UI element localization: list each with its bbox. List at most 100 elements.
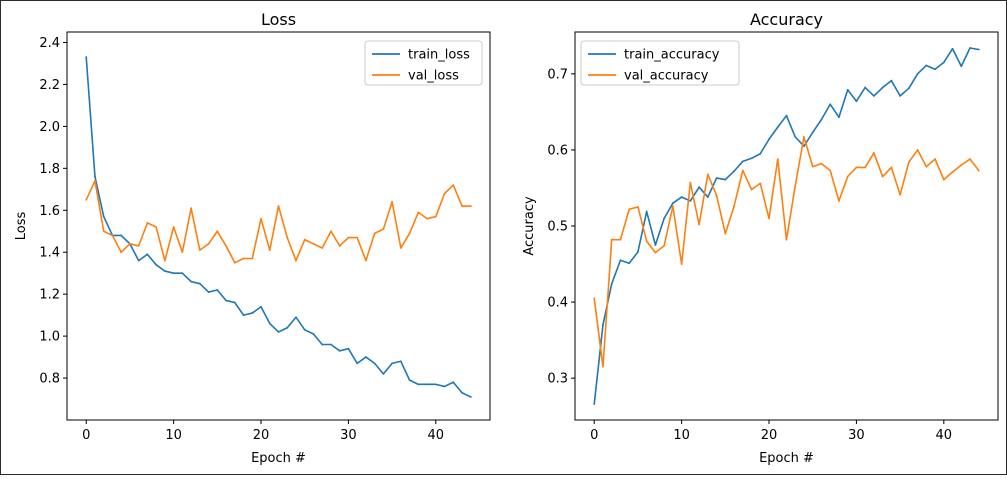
- accuracy-data-point-train_accuracy: [610, 282, 613, 285]
- loss-data-point-val_loss: [181, 251, 184, 254]
- accuracy-data-point-train_accuracy: [741, 160, 744, 163]
- accuracy-data-point-train_accuracy: [785, 114, 788, 117]
- accuracy-data-point-train_accuracy: [811, 131, 814, 134]
- loss-data-point-train_loss: [146, 253, 149, 256]
- accuracy-data-point-val_accuracy: [610, 238, 613, 241]
- loss-data-point-val_loss: [251, 257, 254, 260]
- loss-data-point-train_loss: [338, 349, 341, 352]
- accuracy-data-point-train_accuracy: [934, 68, 936, 71]
- loss-data-point-train_loss: [207, 291, 210, 293]
- loss-data-point-val_loss: [242, 257, 245, 260]
- accuracy-data-point-val_accuracy: [916, 149, 919, 151]
- accuracy-data-point-val_accuracy: [602, 365, 604, 368]
- loss-data-point-train_loss: [312, 333, 315, 335]
- loss-data-point-val_loss: [111, 234, 114, 237]
- loss-data-point-val_loss: [408, 232, 411, 235]
- loss-data-point-val_loss: [347, 236, 350, 239]
- accuracy-x-tick-label: 20: [761, 428, 778, 443]
- accuracy-data-point-train_accuracy: [855, 100, 858, 103]
- loss-data-point-train_loss: [391, 362, 394, 365]
- loss-y-axis-title: Loss: [14, 212, 29, 241]
- loss-data-point-train_loss: [321, 343, 324, 346]
- loss-y-tick-label: 1.4: [39, 246, 60, 261]
- accuracy-data-point-val_accuracy: [741, 169, 744, 172]
- loss-data-point-val_loss: [137, 245, 140, 247]
- loss-y-tick-label: 2.4: [39, 36, 60, 51]
- accuracy-y-tick-label: 0.5: [547, 220, 568, 235]
- loss-data-point-train_loss: [102, 215, 105, 218]
- loss-data-point-train_loss: [426, 383, 428, 386]
- accuracy-data-point-val_accuracy: [838, 199, 840, 202]
- loss-data-point-train_loss: [452, 381, 455, 384]
- accuracy-chart-title: Accuracy: [750, 10, 823, 29]
- loss-y-tick-label: 1.2: [39, 288, 60, 303]
- loss-data-point-train_loss: [373, 362, 376, 365]
- loss-data-point-val_loss: [155, 226, 158, 228]
- loss-data-point-val_loss: [277, 205, 280, 207]
- accuracy-data-point-train_accuracy: [960, 65, 963, 68]
- loss-data-point-val_loss: [321, 247, 324, 249]
- loss-data-point-train_loss: [225, 299, 227, 302]
- loss-y-tick-label: 2.2: [39, 78, 60, 93]
- accuracy-data-point-train_accuracy: [706, 196, 709, 198]
- accuracy-data-point-val_accuracy: [637, 206, 639, 208]
- loss-data-point-train_loss: [120, 234, 123, 237]
- loss-x-tick-label: 30: [340, 428, 357, 443]
- accuracy-data-point-val_accuracy: [803, 136, 805, 138]
- accuracy-data-point-val_accuracy: [820, 162, 823, 165]
- loss-data-point-val_loss: [312, 242, 315, 245]
- loss-data-point-train_loss: [347, 347, 350, 350]
- loss-data-point-train_loss: [295, 316, 297, 319]
- loss-data-point-val_loss: [198, 249, 201, 252]
- loss-x-tick-label: 10: [165, 428, 182, 443]
- accuracy-data-point-val_accuracy: [951, 171, 954, 173]
- accuracy-data-point-val_accuracy: [846, 175, 849, 178]
- accuracy-data-point-val_accuracy: [864, 166, 867, 169]
- loss-plot-area: [66, 31, 491, 421]
- accuracy-data-point-val_accuracy: [663, 244, 666, 247]
- loss-data-point-val_loss: [338, 245, 341, 247]
- loss-data-point-val_loss: [391, 200, 394, 203]
- accuracy-data-point-train_accuracy: [602, 324, 604, 326]
- loss-data-point-val_loss: [94, 180, 96, 182]
- accuracy-data-point-val_accuracy: [899, 193, 902, 196]
- loss-data-point-train_loss: [163, 270, 166, 272]
- loss-data-point-val_loss: [286, 236, 289, 239]
- accuracy-data-point-train_accuracy: [794, 136, 797, 138]
- loss-data-point-train_loss: [198, 282, 201, 285]
- loss-data-point-val_loss: [225, 245, 227, 247]
- accuracy-data-point-val_accuracy: [785, 238, 788, 241]
- accuracy-data-point-train_accuracy: [724, 178, 727, 181]
- accuracy-data-point-train_accuracy: [645, 210, 648, 213]
- loss-data-point-val_loss: [190, 207, 193, 210]
- accuracy-data-point-train_accuracy: [593, 403, 596, 405]
- loss-data-point-train_loss: [277, 331, 280, 333]
- loss-data-point-val_loss: [207, 242, 210, 245]
- loss-data-point-train_loss: [364, 356, 367, 358]
- accuracy-legend-label-val_accuracy: val_accuracy: [624, 69, 709, 84]
- accuracy-data-point-train_accuracy: [628, 262, 631, 265]
- loss-data-point-train_loss: [382, 372, 385, 375]
- loss-data-point-train_loss: [216, 289, 219, 291]
- loss-legend-label-val_loss: val_loss: [408, 69, 459, 84]
- accuracy-data-point-train_accuracy: [698, 186, 701, 189]
- accuracy-data-point-train_accuracy: [768, 138, 770, 141]
- accuracy-plot-area: [574, 31, 999, 421]
- loss-data-point-val_loss: [268, 249, 271, 252]
- accuracy-data-point-val_accuracy: [593, 297, 596, 300]
- loss-data-point-train_loss: [181, 272, 184, 275]
- accuracy-data-point-val_accuracy: [776, 158, 779, 160]
- accuracy-data-point-val_accuracy: [759, 182, 762, 185]
- accuracy-data-point-val_accuracy: [768, 217, 770, 220]
- accuracy-data-point-val_accuracy: [934, 158, 936, 160]
- loss-data-point-train_loss: [408, 379, 411, 382]
- accuracy-data-point-train_accuracy: [689, 199, 692, 202]
- accuracy-data-point-train_accuracy: [619, 259, 622, 262]
- accuracy-data-point-val_accuracy: [724, 232, 727, 235]
- loss-data-point-val_loss: [426, 217, 428, 220]
- loss-data-point-val_loss: [330, 230, 332, 233]
- loss-data-point-train_loss: [233, 301, 236, 304]
- loss-data-point-val_loss: [356, 236, 359, 239]
